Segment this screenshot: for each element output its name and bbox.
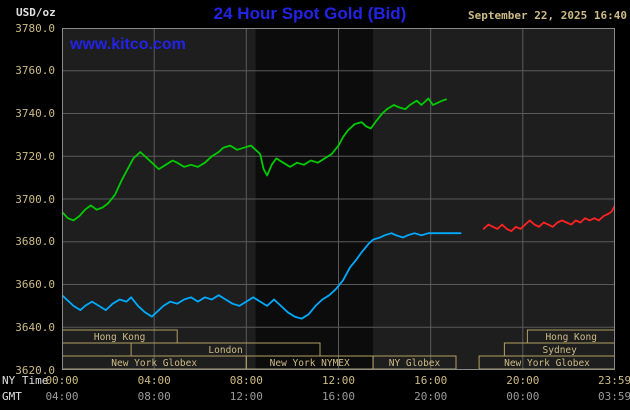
plot-border — [62, 28, 615, 370]
kitco-watermark-link[interactable]: www.kitco.com — [70, 36, 186, 53]
datetime-label: September 22, 2025 16:40 — [468, 9, 627, 22]
session-label: Hong Kong — [94, 332, 145, 343]
y-tick-label: 3700.0 — [15, 192, 55, 206]
series-sep-22-last — [62, 97, 448, 222]
session-label: New York Globex — [504, 358, 590, 369]
chart-canvas: Hong Kong Hong Kong London Sydney New York G… — [62, 28, 615, 370]
x-tick-label-ny: 23:59 — [598, 374, 630, 387]
x-tick-label-ny: 08:00 — [229, 374, 263, 387]
y-tick-label: 3780.0 — [15, 21, 55, 35]
x-tick-label-ny: 20:00 — [506, 374, 540, 387]
x-tick-label-ny: 16:00 — [414, 374, 448, 387]
x-axis-gmt: 04:00 08:00 12:00 16:00 20:00 00:00 03:59 — [45, 390, 630, 403]
ny-time-axis-label: NY Time — [2, 374, 49, 387]
x-tick-label-ny: 00:00 — [45, 374, 79, 387]
y-tick-label: 3760.0 — [15, 64, 55, 78]
plot-area: Hong Kong Hong Kong London Sydney New York G… — [62, 28, 615, 370]
x-tick-label-gmt: 03:59 — [598, 390, 630, 403]
session-label: Hong Kong — [545, 332, 596, 343]
x-tick-label-gmt: 16:00 — [321, 390, 356, 403]
session-label: New York NYMEX — [270, 358, 350, 369]
x-tick-label-gmt: 00:00 — [506, 390, 540, 403]
x-tick-label-gmt: 12:00 — [229, 390, 263, 403]
y-tick-label: 3640.0 — [15, 320, 55, 334]
x-tick-label-ny: 04:00 — [137, 374, 171, 387]
gmt-axis-label: GMT — [2, 390, 22, 403]
chart-title: 24 Hour Spot Gold (Bid) — [213, 4, 407, 23]
x-tick-label-ny: 12:00 — [321, 374, 356, 387]
session-label: Sydney — [543, 345, 578, 356]
y-axis: 3780.0 3760.0 3740.0 3720.0 3700.0 3680.0 3660… — [0, 22, 58, 377]
session-label: London — [208, 345, 242, 356]
x-tick-label-gmt: 20:00 — [414, 390, 448, 403]
y-tick-label: 3620.0 — [15, 363, 55, 377]
x-tick-label-gmt: 08:00 — [137, 390, 171, 403]
series-sep-19-ny-close — [62, 232, 462, 320]
session-box — [62, 329, 178, 344]
x-tick-label-gmt: 04:00 — [45, 390, 79, 403]
unit-label: USD/oz — [16, 6, 56, 19]
x-axis-ny-time: 00:00 04:00 08:00 12:00 16:00 20:00 23:59 — [45, 374, 630, 387]
session-label: NY Globex — [389, 358, 441, 369]
series-sep-21-sunday — [482, 204, 615, 233]
session-label: New York Globex — [111, 358, 197, 369]
y-tick-label: 3720.0 — [15, 149, 55, 163]
y-tick-label: 3740.0 — [15, 107, 55, 120]
y-tick-label: 3680.0 — [15, 235, 55, 249]
y-tick-label: 3660.0 — [15, 278, 55, 291]
